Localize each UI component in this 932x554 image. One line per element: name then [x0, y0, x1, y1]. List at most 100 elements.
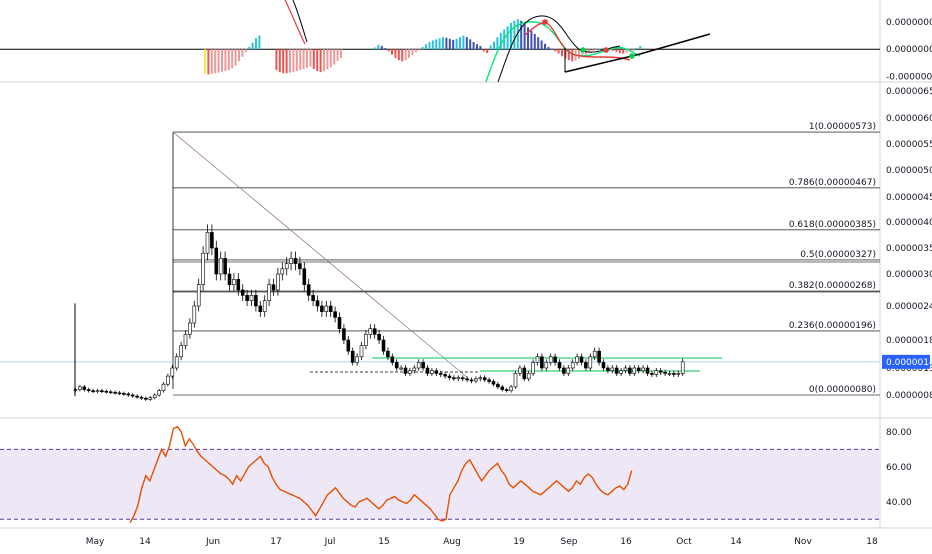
- candle-body: [262, 300, 267, 312]
- candle-body: [227, 273, 232, 285]
- candle-body: [434, 370, 439, 374]
- candle-body: [240, 289, 245, 296]
- histogram-bar: [387, 49, 390, 52]
- oscillator-tick-label: -0.00000005: [886, 73, 932, 83]
- histogram-bar: [455, 38, 458, 50]
- histogram-bar: [309, 49, 312, 67]
- candle-body: [368, 328, 373, 335]
- candle-body: [584, 362, 588, 369]
- candle-body: [315, 300, 320, 307]
- candle-body: [289, 258, 293, 264]
- candle-body: [293, 258, 298, 264]
- histogram-bar: [408, 49, 410, 58]
- histogram-bar: [295, 49, 298, 72]
- candle-body: [526, 373, 531, 380]
- histogram-bar: [567, 49, 570, 61]
- candle-body: [276, 273, 280, 291]
- fib-diagonal: [172, 131, 469, 379]
- candle-body: [350, 350, 355, 363]
- candle-body: [122, 393, 126, 395]
- candle-body: [232, 279, 236, 285]
- rsi-tick-label: 80.00: [886, 428, 912, 438]
- candle-body: [399, 367, 403, 370]
- histogram-bar: [214, 49, 217, 74]
- candle-body: [359, 345, 364, 358]
- cross-marker: [629, 53, 635, 59]
- histogram-bar: [523, 24, 526, 50]
- candle-body: [606, 367, 610, 371]
- candle-body: [135, 395, 139, 398]
- candle-body: [320, 305, 324, 312]
- x-tick-label: 17: [270, 537, 281, 547]
- candle-body: [570, 362, 575, 369]
- x-tick-label: Aug: [443, 537, 461, 547]
- candle-body: [641, 367, 645, 371]
- histogram-bar: [438, 38, 441, 50]
- candle-body: [381, 339, 386, 352]
- histogram-bar: [428, 42, 431, 50]
- histogram-bar: [238, 49, 240, 62]
- candle-body: [575, 356, 579, 363]
- candle-body: [324, 305, 329, 312]
- candle-body: [280, 268, 285, 275]
- histogram-bar: [221, 49, 223, 72]
- histogram-bar: [397, 49, 400, 61]
- histogram-bar: [520, 20, 523, 50]
- grid: [0, 0, 932, 529]
- histogram-bar: [465, 37, 468, 50]
- candle-body: [139, 396, 144, 399]
- candle-body: [245, 295, 249, 301]
- candle-body: [346, 339, 351, 352]
- candle-body: [82, 386, 87, 390]
- histogram-bar: [588, 49, 591, 53]
- x-tick-label: 15: [378, 537, 389, 547]
- candle-body: [619, 370, 623, 374]
- candle-body: [174, 356, 179, 369]
- histogram-bar: [241, 49, 244, 57]
- histogram-bar: [469, 39, 472, 50]
- candle-body: [201, 252, 205, 285]
- candle-body: [522, 367, 527, 380]
- candle-body: [421, 362, 425, 369]
- candle-body: [130, 394, 135, 397]
- histogram-bar: [547, 47, 550, 50]
- histogram-bar: [598, 48, 601, 50]
- histogram-bar: [323, 49, 325, 72]
- candle-body: [333, 311, 337, 318]
- candle-body: [218, 258, 223, 275]
- candle-body: [188, 322, 192, 335]
- histogram-bar: [248, 47, 251, 50]
- histogram-bar: [601, 48, 604, 50]
- candle-body: [672, 373, 676, 375]
- histogram-bar: [401, 49, 404, 62]
- x-tick-label: 18: [866, 537, 878, 547]
- x-tick-label: Sep: [561, 537, 578, 547]
- candle-body: [148, 397, 153, 400]
- candle-body: [636, 367, 641, 371]
- histogram-bar: [394, 49, 397, 58]
- histogram-bar: [615, 49, 618, 52]
- candle-body: [170, 367, 175, 377]
- candle-body: [588, 356, 593, 369]
- candle-body: [544, 362, 549, 369]
- fib-level-label: 0.618(0.00000385): [789, 220, 876, 230]
- histogram-bar: [255, 38, 257, 50]
- histogram-bar: [448, 38, 451, 50]
- candle-body: [504, 389, 509, 391]
- x-tick-label: Jul: [324, 537, 336, 547]
- candle-body: [465, 378, 469, 381]
- candle-body: [311, 295, 315, 301]
- candle-body: [196, 284, 201, 307]
- histogram-bar: [316, 49, 319, 72]
- candle-body: [562, 367, 566, 374]
- candle-body: [364, 334, 368, 346]
- histogram-bar: [639, 45, 642, 50]
- histogram-bar: [489, 45, 492, 50]
- rsi-band: [0, 449, 880, 520]
